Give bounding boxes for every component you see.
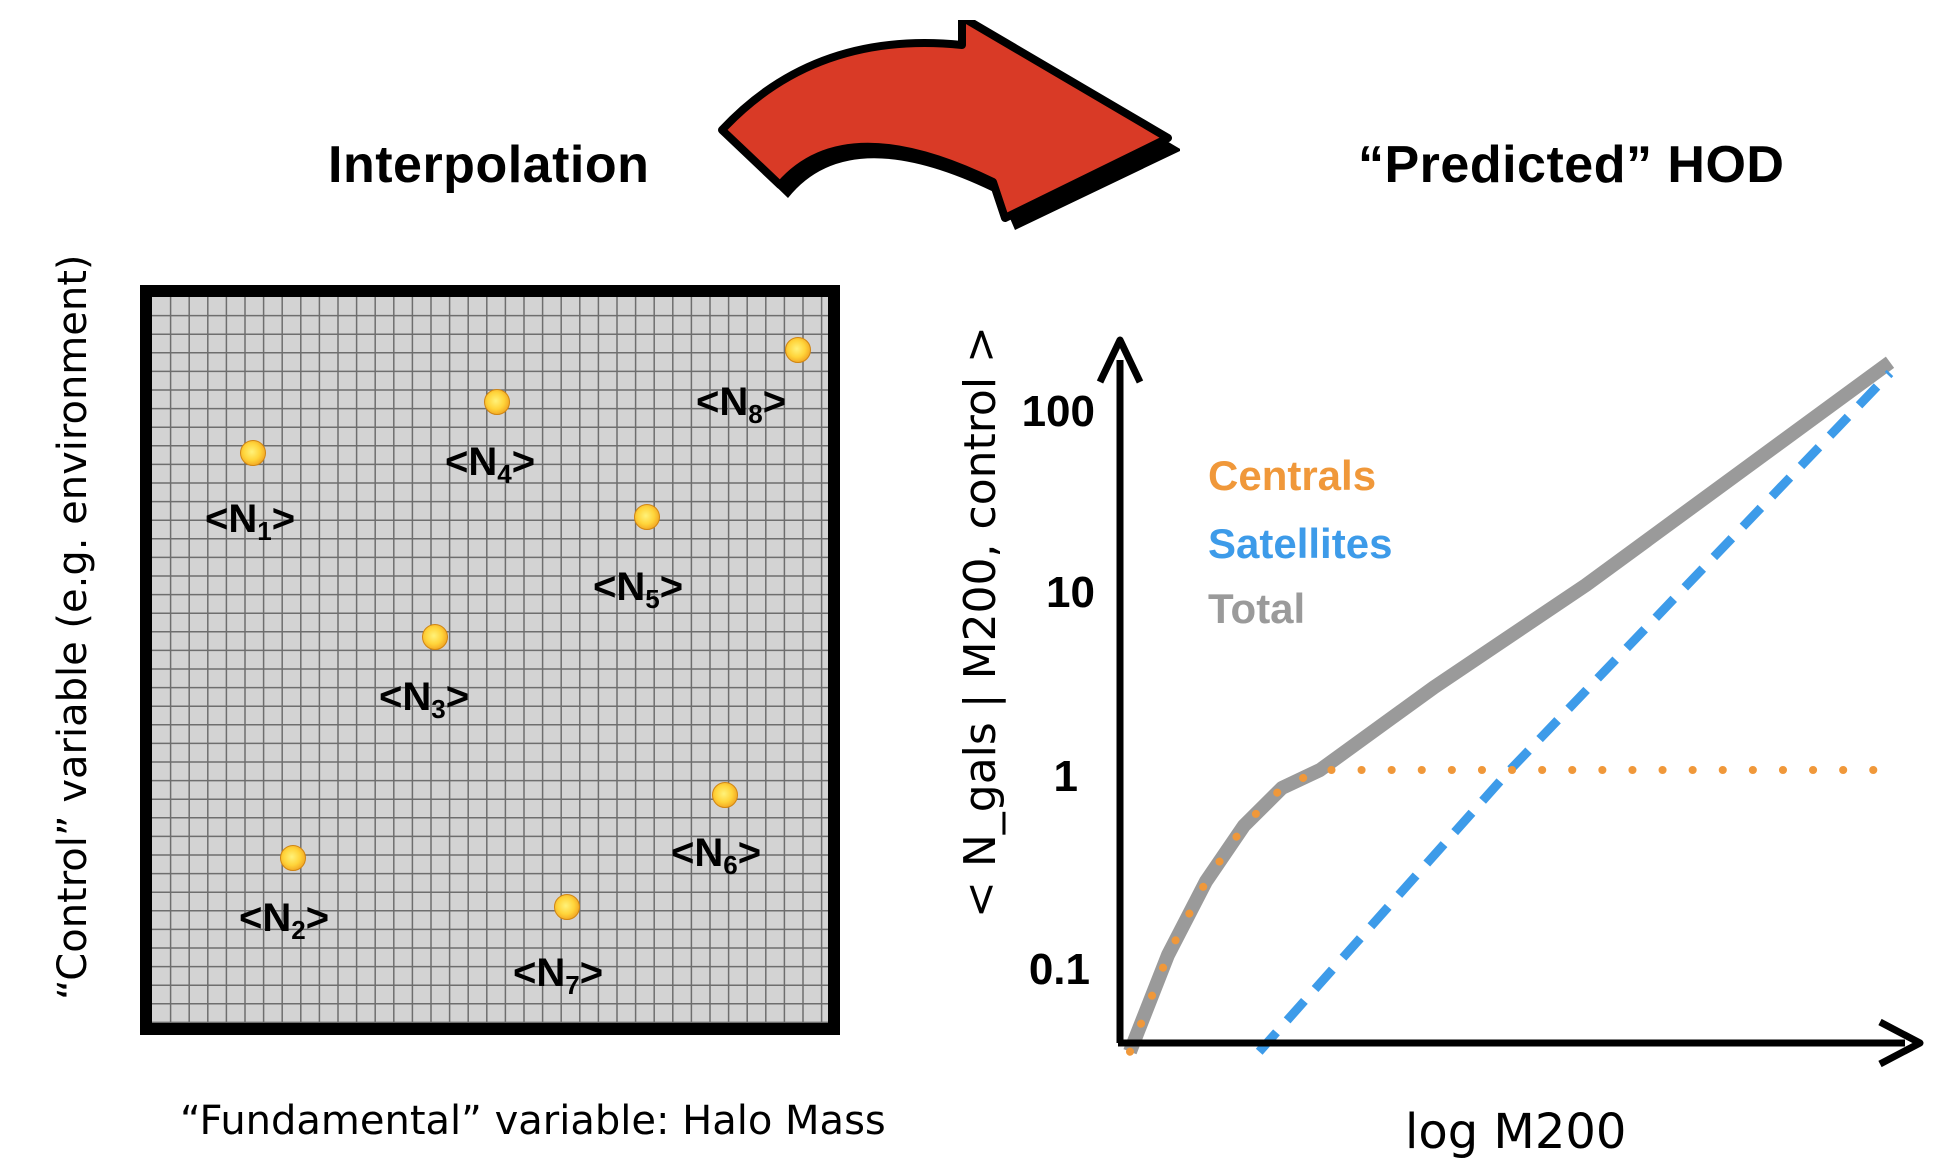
node-label: <N2> xyxy=(239,896,330,945)
fundamental-axis-label: “Fundamental” variable: Halo Mass xyxy=(180,1098,886,1144)
node-label: <N3> xyxy=(379,675,470,724)
x-axis-arrowhead xyxy=(1878,1018,1924,1068)
y-tick-10: 10 xyxy=(1046,568,1095,617)
node-marker xyxy=(712,782,738,808)
series-centrals xyxy=(1126,766,1894,1056)
node-marker xyxy=(634,504,660,530)
node-label: <N8> xyxy=(696,380,787,429)
node-label: <N1> xyxy=(205,497,296,546)
y-tick-0-1: 0.1 xyxy=(1028,945,1090,994)
predicted-hod-title: “Predicted” HOD xyxy=(1358,136,1785,194)
y-tick-100: 100 xyxy=(1021,387,1095,436)
hod-x-axis-label: log M200 xyxy=(1405,1104,1627,1160)
node-marker xyxy=(484,389,510,415)
y-tick-1: 1 xyxy=(1053,752,1078,801)
node-marker xyxy=(554,894,580,920)
legend-centrals: Centrals xyxy=(1208,452,1377,499)
node-marker xyxy=(785,337,811,363)
node-marker xyxy=(240,440,266,466)
node-label: <N7> xyxy=(513,951,604,1000)
legend-total: Total xyxy=(1208,585,1306,632)
node-label: <N6> xyxy=(671,831,762,880)
node-label: <N5> xyxy=(593,565,684,614)
interpolation-title: Interpolation xyxy=(328,136,650,194)
arrow-body xyxy=(718,20,1172,222)
y-axis-arrowhead xyxy=(1096,336,1144,384)
hod-y-axis-label: < N_gals | M200, control > xyxy=(955,326,1006,918)
curved-arrow-icon xyxy=(718,20,1180,230)
node-marker xyxy=(280,845,306,871)
node-marker xyxy=(422,624,448,650)
node-label: <N4> xyxy=(445,440,536,489)
legend-satellites: Satellites xyxy=(1208,520,1393,567)
